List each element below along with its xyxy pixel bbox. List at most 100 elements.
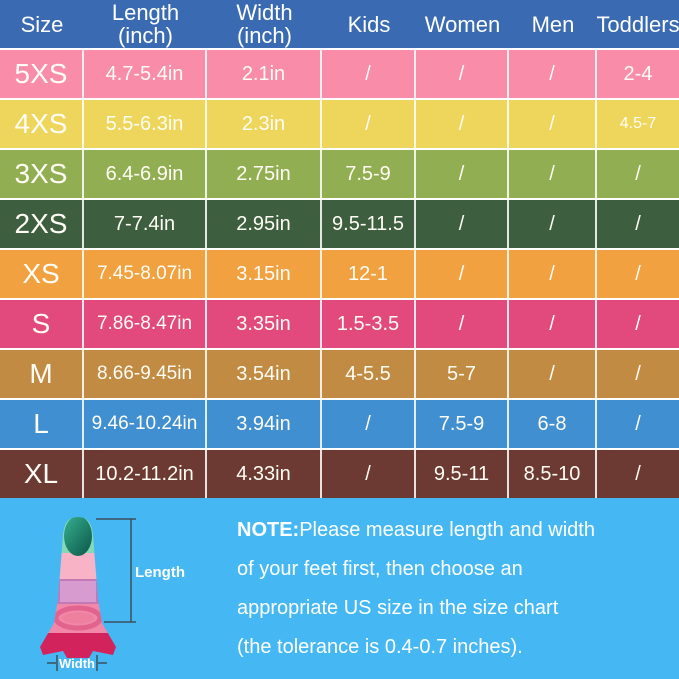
- length-value: 10.2-11.2in: [84, 450, 207, 498]
- toddlers-value: /: [635, 412, 641, 435]
- men-value: /: [509, 200, 597, 248]
- size-label: 3XS: [0, 150, 84, 198]
- size-label: XS: [0, 250, 84, 298]
- note-line-3: appropriate US size in the size chart: [237, 597, 559, 619]
- size-label: 5XS: [0, 50, 84, 98]
- size-label: M: [0, 350, 84, 398]
- header-length-label: Length: [111, 0, 180, 25]
- width-value: 2.75in: [207, 150, 322, 198]
- length-value: 6.4-6.9in: [84, 150, 207, 198]
- width-value: 2.1in: [207, 50, 322, 98]
- header-width-unit: (inch): [236, 23, 292, 48]
- width-value: 2.3in: [207, 100, 322, 148]
- toddlers-value: 2-4: [623, 62, 653, 85]
- length-value: 7.45-8.07in: [84, 250, 207, 298]
- toddlers-value: /: [635, 162, 641, 185]
- women-value: 9.5-11: [416, 450, 509, 498]
- table-header-row: Size Length (inch) Width (inch) Kids Wom…: [0, 0, 679, 48]
- length-value: 4.7-5.4in: [84, 50, 207, 98]
- kids-value: /: [322, 450, 416, 498]
- length-value: 8.66-9.45in: [84, 350, 207, 398]
- width-value: 3.94in: [207, 400, 322, 448]
- header-women: Women: [424, 11, 501, 37]
- fin-diagram: Length Width: [40, 517, 185, 671]
- length-value: 7.86-8.47in: [84, 300, 207, 348]
- header-width-label: Width: [236, 0, 293, 25]
- note-text: NOTE:Please measure length and width of …: [237, 511, 657, 667]
- kids-value: 4-5.5: [322, 350, 416, 398]
- note-line-4: (the tolerance is 0.4-0.7 inches).: [237, 636, 523, 658]
- size-label: XL: [0, 450, 84, 498]
- width-value: 3.15in: [207, 250, 322, 298]
- kids-value: 7.5-9: [322, 150, 416, 198]
- women-value: /: [416, 100, 509, 148]
- width-value: 4.33in: [207, 450, 322, 498]
- men-value: /: [509, 300, 597, 348]
- header-width: Width (inch): [207, 0, 322, 48]
- length-value: 5.5-6.3in: [84, 100, 207, 148]
- toddlers-value: /: [635, 262, 641, 285]
- size-chart-table: Size Length (inch) Width (inch) Kids Wom…: [0, 0, 679, 498]
- women-value: /: [416, 300, 509, 348]
- table-row-m: M 8.66-9.45in 3.54in 4-5.5 5-7 / /: [0, 348, 679, 398]
- note-line-2: of your feet first, then choose an: [237, 558, 523, 580]
- men-value: /: [509, 50, 597, 98]
- men-value: /: [509, 150, 597, 198]
- size-label: L: [0, 400, 84, 448]
- women-value: /: [416, 250, 509, 298]
- table-row-4xs: 4XS 5.5-6.3in 2.3in / / / 4.5-7: [0, 98, 679, 148]
- toddlers-value: /: [635, 212, 641, 235]
- kids-value: 1.5-3.5: [322, 300, 416, 348]
- men-value: /: [509, 350, 597, 398]
- fin-length-label: Length: [135, 564, 185, 581]
- kids-value: /: [322, 50, 416, 98]
- women-value: 5-7: [416, 350, 509, 398]
- table-body: 5XS 4.7-5.4in 2.1in / / / 2-4 4XS 5.5-6.…: [0, 48, 679, 498]
- toddlers-value: /: [635, 312, 641, 335]
- fin-width-label: Width: [59, 656, 95, 671]
- note-line-1: NOTE:Please measure length and width: [237, 519, 595, 541]
- men-value: 6-8: [509, 400, 597, 448]
- table-row-s: S 7.86-8.47in 3.35in 1.5-3.5 / / /: [0, 298, 679, 348]
- header-length-unit: (inch): [117, 23, 173, 48]
- width-value: 3.35in: [207, 300, 322, 348]
- kids-value: /: [322, 100, 416, 148]
- kids-value: /: [322, 400, 416, 448]
- header-size-label: Size: [20, 11, 64, 37]
- width-value: 2.95in: [207, 200, 322, 248]
- table-row-l: L 9.46-10.24in 3.94in / 7.5-9 6-8 /: [0, 398, 679, 448]
- fin-illustration: Length Width: [20, 505, 235, 677]
- toddlers-value: /: [635, 462, 641, 485]
- footer-note-section: Length Width NOTE:Please measure length …: [0, 498, 679, 679]
- note-label: NOTE:: [237, 519, 300, 541]
- size-label: 2XS: [0, 200, 84, 248]
- kids-value: 12-1: [322, 250, 416, 298]
- header-length: Length (inch): [84, 0, 207, 48]
- women-value: /: [416, 200, 509, 248]
- table-row-xl: XL 10.2-11.2in 4.33in / 9.5-11 8.5-10 /: [0, 448, 679, 498]
- length-value: 7-7.4in: [84, 200, 207, 248]
- men-value: 8.5-10: [509, 450, 597, 498]
- header-men: Men: [531, 11, 575, 37]
- size-label: 4XS: [0, 100, 84, 148]
- length-value: 9.46-10.24in: [84, 400, 207, 448]
- table-row-5xs: 5XS 4.7-5.4in 2.1in / / / 2-4: [0, 48, 679, 98]
- size-label: S: [0, 300, 84, 348]
- kids-value: 9.5-11.5: [322, 200, 416, 248]
- header-kids: Kids: [347, 11, 391, 37]
- women-value: /: [416, 150, 509, 198]
- women-value: 7.5-9: [416, 400, 509, 448]
- header-toddlers: Toddlers: [597, 11, 679, 37]
- table-row-xs: XS 7.45-8.07in 3.15in 12-1 / / /: [0, 248, 679, 298]
- men-value: /: [509, 100, 597, 148]
- header-size: Size: [0, 0, 84, 48]
- width-value: 3.54in: [207, 350, 322, 398]
- women-value: /: [416, 50, 509, 98]
- table-row-3xs: 3XS 6.4-6.9in 2.75in 7.5-9 / / /: [0, 148, 679, 198]
- toddlers-value: /: [635, 362, 641, 385]
- dimension-lines: [47, 518, 136, 671]
- men-value: /: [509, 250, 597, 298]
- table-row-2xs: 2XS 7-7.4in 2.95in 9.5-11.5 / / /: [0, 198, 679, 248]
- toddlers-value: 4.5-7: [619, 115, 657, 132]
